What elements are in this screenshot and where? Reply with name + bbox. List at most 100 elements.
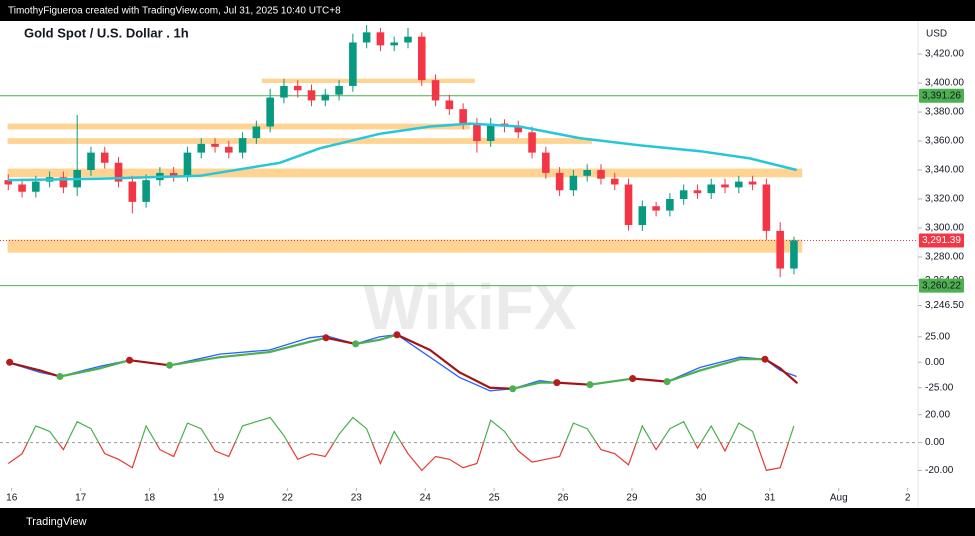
level-label-bg (919, 233, 964, 248)
header-text: TimothyFigueroa created with TradingView… (8, 6, 341, 17)
cross-dot (6, 358, 14, 366)
candle-body (307, 90, 316, 101)
candle-body (100, 152, 109, 163)
candle-body (666, 198, 674, 211)
candle-body (266, 97, 274, 127)
signal-segment (395, 333, 432, 352)
candle-body (459, 109, 467, 124)
candle-body (169, 172, 178, 176)
x-tick-label: 29 (626, 493, 638, 504)
signal-segment (268, 340, 311, 354)
candle-body (335, 85, 343, 95)
cross-dot (553, 379, 561, 387)
level-label-bg (919, 278, 964, 293)
signal-segment (631, 377, 669, 383)
x-tick-label: 16 (6, 493, 18, 504)
x-tick-label: 31 (764, 493, 776, 504)
zone (7, 168, 803, 178)
level-label: 3,260.22 (922, 280, 961, 291)
candle-body (280, 85, 288, 98)
candle-body (762, 184, 771, 231)
x-tick-label: 24 (420, 493, 432, 504)
candle-body (376, 32, 385, 46)
candle-body (721, 184, 729, 188)
cross-dot (629, 375, 637, 383)
x-tick-label: 22 (282, 493, 294, 504)
y-tick-label: 3,400.00 (925, 78, 964, 89)
watermark: WikiFX (364, 271, 577, 343)
x-tick-label: Aug (830, 493, 848, 504)
candle-body (128, 181, 137, 202)
candle-body (638, 206, 647, 226)
x-tick-label: 25 (489, 493, 501, 504)
y-tick-label: 0.00 (925, 357, 945, 368)
x-tick-label: 26 (558, 493, 570, 504)
cross-dot (663, 378, 671, 386)
cross-dot (586, 381, 594, 389)
y-tick-label: 3,380.00 (925, 107, 964, 118)
footer-text: TradingView (26, 516, 87, 528)
candle-body (32, 181, 40, 192)
signal-segment (488, 386, 514, 390)
level-label: 3,291.39 (922, 235, 961, 246)
y-tick-label: 25.00 (925, 331, 950, 342)
y-tick-label: 3,280.00 (925, 252, 964, 263)
signal-segment (588, 377, 634, 386)
cross-dot (393, 331, 401, 339)
candle-body (445, 100, 454, 110)
candle-body (693, 190, 702, 194)
y-tick-label: 3,360.00 (925, 136, 964, 147)
y-tick-label: -20.00 (925, 465, 954, 476)
candle-body (431, 80, 440, 101)
x-tick-label: 19 (213, 493, 225, 504)
signal-segment (98, 359, 131, 370)
candle-body (142, 180, 150, 202)
price-pane (0, 25, 918, 287)
y-tick-label: 3,340.00 (925, 165, 964, 176)
signal-segment (555, 381, 592, 386)
signal-segment (218, 350, 271, 359)
header-bg (0, 0, 975, 21)
candle-body (624, 184, 633, 226)
x-tick-label: 18 (144, 493, 156, 504)
candle-body (776, 230, 784, 269)
signal-segment (58, 367, 102, 378)
signal-segment (666, 369, 702, 383)
zone (7, 138, 593, 144)
candle-body (473, 123, 481, 142)
cross-dot (56, 373, 64, 381)
y-tick-label: 3,420.00 (925, 49, 964, 60)
footer-bar: TradingView (0, 508, 975, 536)
candle-body (707, 184, 716, 194)
candle-body (225, 146, 233, 153)
x-tick-label: 2 (905, 493, 911, 504)
chart-title: Gold Spot / U.S. Dollar . 1h (24, 25, 189, 40)
osc-line-negative (7, 442, 790, 472)
cross-dot (126, 356, 134, 364)
candle-body (555, 172, 564, 191)
candle-body (362, 32, 371, 43)
signal-segment (779, 367, 798, 384)
candle-body (211, 143, 219, 147)
y-tick-label: 0.00 (925, 437, 945, 448)
candle-body (114, 162, 123, 182)
candle-body (583, 170, 591, 176)
y-tick-label: -25.00 (925, 382, 954, 393)
y-tick-label: 3,320.00 (925, 194, 964, 205)
y-tick-label: 3,246.50 (925, 300, 964, 311)
zone (7, 239, 803, 253)
candle-body (4, 180, 13, 185)
candle-body (417, 36, 426, 81)
x-tick-label: 17 (75, 493, 87, 504)
signal-segment (168, 356, 221, 367)
signal-segment (699, 358, 742, 372)
y-tick-label: 3,300.00 (925, 223, 964, 234)
candle-body (18, 184, 26, 192)
cross-dot (166, 361, 174, 369)
signal-segment (511, 381, 541, 390)
x-tick-label: 23 (351, 493, 363, 504)
header-bar: TimothyFigueroa created with TradingView… (0, 0, 975, 21)
candle-body (390, 42, 399, 46)
candle-body (197, 143, 206, 153)
